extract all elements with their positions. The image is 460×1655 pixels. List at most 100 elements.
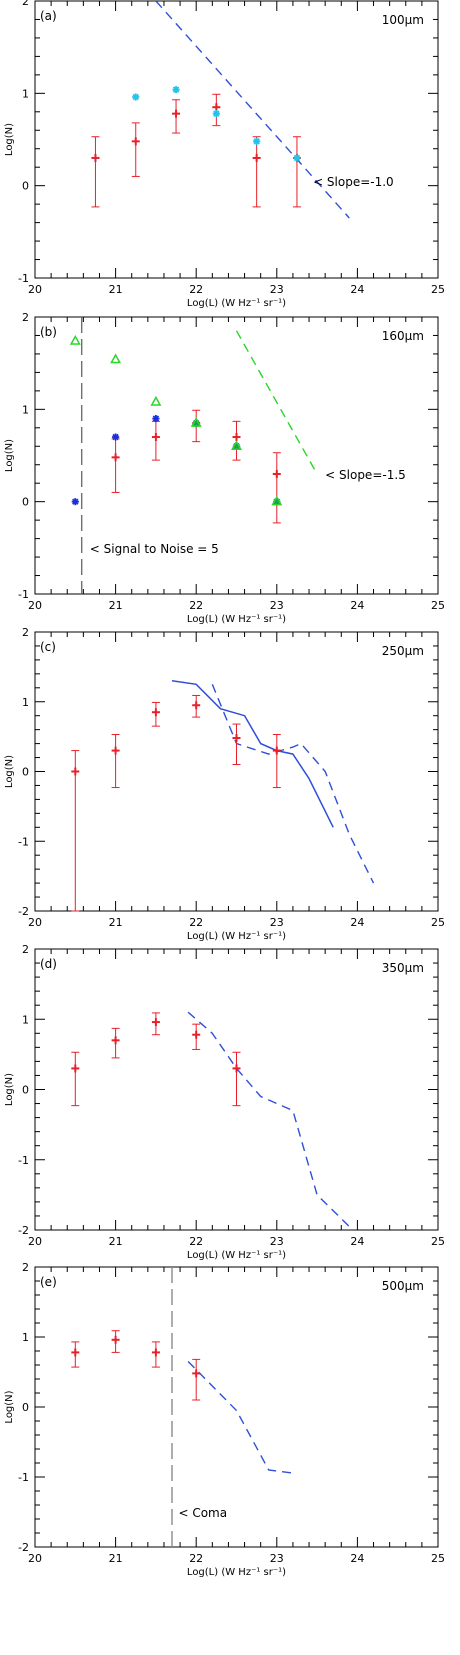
data-point-plus xyxy=(151,708,160,717)
x-tick-label: 20 xyxy=(28,1235,42,1248)
x-axis-label: Log(L) (W Hz⁻¹ sr⁻¹) xyxy=(187,298,286,309)
data-point-asterisk xyxy=(253,137,261,145)
panel-e: 20 21 22 23 24 25 -2 -1 0 1 2 Log(L) (W Hz⁻¹ sr⁻¹) L… xyxy=(4,1261,445,1578)
x-tick-label: 21 xyxy=(109,916,123,929)
wavelength-label: 100μm xyxy=(382,13,424,27)
data-point-plus xyxy=(272,746,281,755)
panel-label: (c) xyxy=(40,640,56,654)
x-tick-label: 25 xyxy=(431,1235,445,1248)
data-point-plus xyxy=(272,469,281,478)
data-point-asterisk xyxy=(293,154,301,162)
data-point-plus xyxy=(192,1369,201,1378)
y-tick-label: -2 xyxy=(18,1224,29,1237)
data-point-plus xyxy=(111,1036,120,1045)
y-tick-label: 0 xyxy=(22,766,29,779)
y-tick-label: -1 xyxy=(18,588,29,601)
annotation: < Coma xyxy=(178,1506,227,1520)
x-tick-label: 23 xyxy=(270,1235,284,1248)
y-tick-label: 0 xyxy=(22,1084,29,1097)
x-tick-label: 22 xyxy=(189,283,203,296)
data-point-plus xyxy=(151,1018,160,1027)
y-tick-label: -1 xyxy=(18,835,29,848)
x-tick-label: 22 xyxy=(189,1552,203,1565)
panel-a: 20 21 22 23 24 25 -1 0 1 2 Log(L) (W Hz⁻¹ sr⁻¹) Log… xyxy=(4,0,445,309)
y-axis-label: Log(N) xyxy=(4,1390,15,1423)
plot-frame xyxy=(34,631,439,912)
y-tick-label: -1 xyxy=(18,1471,29,1484)
x-axis-label: Log(L) (W Hz⁻¹ sr⁻¹) xyxy=(187,931,286,942)
data-point-plus xyxy=(91,153,100,162)
data-point-plus xyxy=(111,1335,120,1344)
y-tick-label: 1 xyxy=(22,1013,29,1026)
x-tick-label: 24 xyxy=(350,1552,364,1565)
y-tick-label: 2 xyxy=(22,626,29,639)
data-point-plus xyxy=(151,1348,160,1357)
data-point-plus xyxy=(172,109,181,118)
x-tick-label: 21 xyxy=(109,1235,123,1248)
panel-d: 20 21 22 23 24 25 -2 -1 0 1 2 Log(L) (W Hz⁻¹ sr⁻¹) L… xyxy=(4,943,445,1261)
annotation: < Signal to Noise = 5 xyxy=(90,542,219,556)
data-point-plus xyxy=(232,433,241,442)
data-point-plus xyxy=(111,453,120,462)
y-tick-label: 1 xyxy=(22,87,29,100)
panel-b: 20 21 22 23 24 25 -1 0 1 2 Log(L) (W Hz⁻¹ sr⁻¹) Log… xyxy=(4,311,445,625)
x-tick-label: 24 xyxy=(350,599,364,612)
wavelength-label: 250μm xyxy=(382,644,424,658)
model-line-0 xyxy=(187,1011,350,1227)
wavelength-label: 160μm xyxy=(382,329,424,343)
x-tick-label: 25 xyxy=(431,599,445,612)
x-tick-label: 20 xyxy=(28,916,42,929)
x-tick-label: 24 xyxy=(350,283,364,296)
plot-frame xyxy=(34,316,439,595)
x-tick-label: 23 xyxy=(270,916,284,929)
data-point-plus xyxy=(111,746,120,755)
wavelength-label: 500μm xyxy=(382,1279,424,1293)
y-axis-label: Log(N) xyxy=(4,1073,15,1106)
x-tick-label: 21 xyxy=(109,599,123,612)
y-tick-label: 2 xyxy=(22,0,29,8)
y-tick-label: 2 xyxy=(22,1261,29,1274)
y-tick-label: 1 xyxy=(22,696,29,709)
plot-frame xyxy=(34,0,439,279)
data-point-plus xyxy=(71,767,80,776)
annotation: < Slope=-1.0 xyxy=(313,175,394,189)
panel-label: (e) xyxy=(40,1275,57,1289)
x-tick-label: 20 xyxy=(28,599,42,612)
x-tick-label: 21 xyxy=(109,283,123,296)
y-tick-label: 1 xyxy=(22,403,29,416)
y-tick-label: 2 xyxy=(22,943,29,956)
y-tick-label: 0 xyxy=(22,180,29,193)
model-line-0 xyxy=(187,1361,297,1475)
model-line-0 xyxy=(155,1,350,219)
data-point-plus xyxy=(212,103,221,112)
x-axis-label: Log(L) (W Hz⁻¹ sr⁻¹) xyxy=(187,614,286,625)
data-point-asterisk xyxy=(132,93,140,101)
data-point-plus xyxy=(151,433,160,442)
model-line-1 xyxy=(211,684,375,884)
y-axis-label: Log(N) xyxy=(4,439,15,472)
panel-label: (d) xyxy=(40,957,57,971)
y-tick-label: 0 xyxy=(22,496,29,509)
x-axis-label: Log(L) (W Hz⁻¹ sr⁻¹) xyxy=(187,1250,286,1261)
x-tick-label: 22 xyxy=(189,599,203,612)
data-point-triangle xyxy=(69,334,81,345)
data-point-plus xyxy=(252,153,261,162)
x-tick-label: 23 xyxy=(270,1552,284,1565)
y-tick-label: 1 xyxy=(22,1331,29,1344)
data-point-triangle xyxy=(271,495,283,506)
data-point-asterisk xyxy=(152,414,160,423)
annotation: < Slope=-1.5 xyxy=(325,468,406,482)
y-axis-label: Log(N) xyxy=(4,755,15,788)
data-point-plus xyxy=(131,137,140,146)
panel-c: 20 21 22 23 24 25 -2 -1 0 1 2 Log(L) (W Hz⁻¹ sr⁻¹) L… xyxy=(4,626,445,942)
x-tick-label: 25 xyxy=(431,283,445,296)
x-tick-label: 23 xyxy=(270,283,284,296)
x-tick-label: 24 xyxy=(350,1235,364,1248)
data-point-plus xyxy=(192,1030,201,1039)
data-point-plus xyxy=(232,734,241,743)
model-line-0 xyxy=(171,680,334,828)
data-point-asterisk xyxy=(71,498,79,506)
y-tick-label: 0 xyxy=(22,1401,29,1414)
x-tick-label: 20 xyxy=(28,1552,42,1565)
